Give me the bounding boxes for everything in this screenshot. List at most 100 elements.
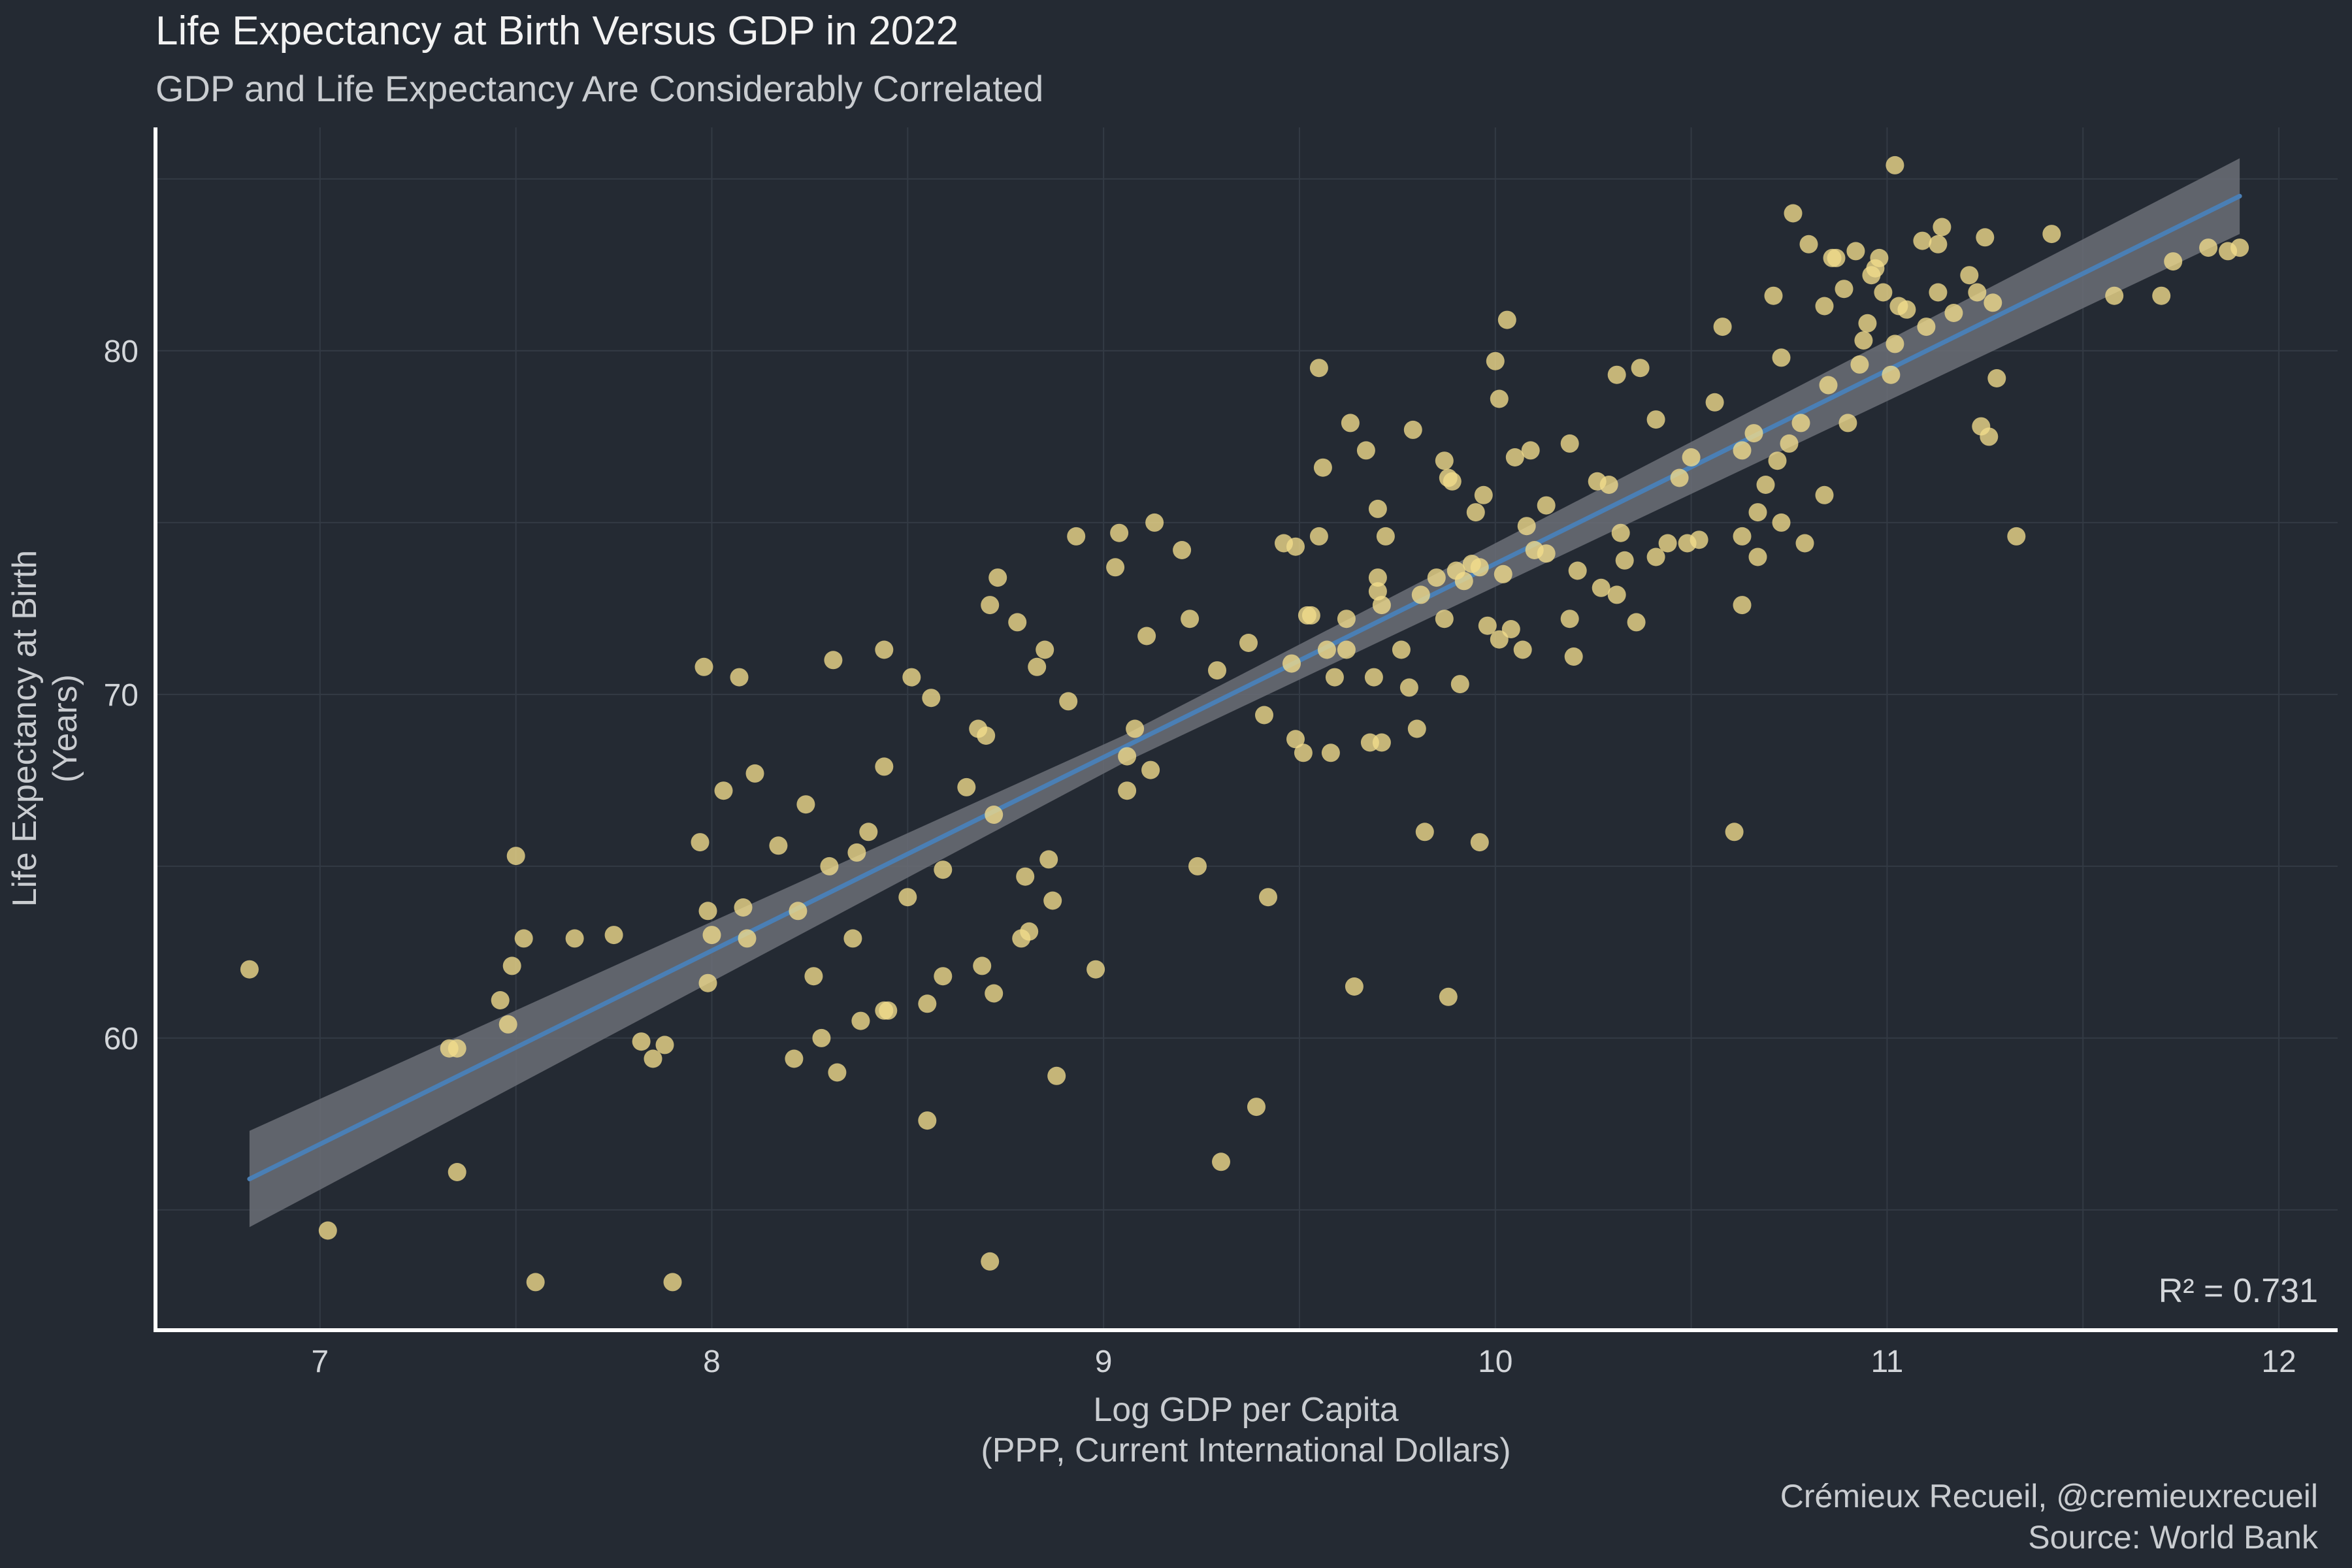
data-point	[1682, 448, 1701, 466]
data-point	[1239, 634, 1258, 652]
data-point	[985, 806, 1004, 824]
y-tick-label: 80	[104, 335, 139, 369]
data-point	[691, 833, 710, 852]
data-point	[506, 847, 525, 866]
data-point	[1286, 730, 1305, 749]
data-point	[644, 1049, 662, 1068]
data-point	[1478, 616, 1497, 635]
data-point	[789, 902, 808, 921]
y-axis-title-line2: (Years)	[46, 674, 84, 783]
data-point	[879, 1001, 898, 1020]
data-point	[828, 1063, 847, 1082]
data-point	[514, 929, 533, 948]
data-point	[1886, 155, 1904, 174]
data-point	[875, 640, 894, 659]
data-point	[1173, 541, 1192, 559]
data-point	[694, 657, 713, 676]
data-point	[1490, 630, 1509, 649]
data-point	[1772, 513, 1791, 532]
data-point	[1560, 434, 1579, 453]
data-point	[1733, 596, 1752, 615]
data-point	[1929, 283, 1948, 302]
data-points	[240, 155, 2249, 1292]
data-point	[918, 994, 937, 1013]
caption-author: Crémieux Recueil, @cremieuxrecueil	[1780, 1478, 2318, 1514]
chart-title: Life Expectancy at Birth Versus GDP in 2…	[155, 8, 958, 54]
data-point	[1870, 248, 1889, 267]
data-point	[1733, 441, 1752, 460]
data-point	[1517, 517, 1536, 536]
data-point	[1984, 293, 2002, 312]
caption-source: Source: World Bank	[2028, 1519, 2319, 1556]
data-point	[796, 795, 815, 814]
data-point	[1016, 867, 1035, 886]
data-point	[1435, 451, 1454, 470]
chart-subtitle: GDP and Life Expectancy Are Considerably…	[155, 68, 1043, 109]
data-point	[1599, 476, 1618, 494]
data-point	[1309, 359, 1328, 378]
data-point	[1247, 1098, 1266, 1117]
data-point	[1286, 537, 1305, 556]
data-point	[1976, 228, 1995, 247]
data-point	[1427, 568, 1446, 587]
data-point	[1501, 620, 1520, 638]
data-point	[1086, 960, 1105, 979]
data-point	[769, 836, 788, 855]
data-point	[918, 1111, 937, 1130]
data-point	[698, 973, 717, 992]
data-point	[1795, 534, 1814, 553]
data-point	[1838, 414, 1857, 433]
y-tick-labels: 60 70 80	[104, 335, 139, 1056]
data-point	[1799, 235, 1818, 253]
data-point	[1020, 922, 1039, 941]
data-point	[1646, 410, 1665, 429]
data-point	[1564, 647, 1583, 666]
data-point	[1106, 558, 1125, 577]
x-axis-title-line2: (PPP, Current International Dollars)	[981, 1431, 1511, 1469]
data-point	[1960, 266, 1979, 285]
data-point	[745, 764, 764, 783]
data-point	[1118, 747, 1137, 766]
data-point	[1897, 300, 1916, 319]
data-point	[632, 1032, 651, 1051]
data-point	[2152, 286, 2171, 305]
gridlines	[155, 127, 2338, 1330]
data-point	[1611, 523, 1630, 542]
data-point	[1435, 610, 1454, 629]
data-point	[824, 651, 843, 670]
data-point	[1615, 551, 1634, 570]
data-point	[318, 1221, 337, 1240]
data-point	[1368, 568, 1387, 587]
data-point	[1470, 833, 1489, 852]
data-point	[1713, 318, 1732, 336]
data-point	[1137, 627, 1156, 645]
data-point	[1568, 561, 1587, 580]
data-point	[2164, 252, 2183, 271]
data-point	[526, 1273, 545, 1292]
data-point	[1537, 544, 1556, 563]
data-point	[1607, 365, 1626, 384]
data-point	[1917, 318, 1936, 336]
x-tick-label: 12	[2261, 1345, 2296, 1379]
data-point	[988, 568, 1007, 587]
data-point	[1980, 427, 1999, 446]
data-point	[1846, 242, 1865, 261]
data-point	[1705, 393, 1724, 412]
data-point	[922, 689, 941, 708]
x-tick-label: 10	[1478, 1345, 1512, 1379]
data-point	[1646, 547, 1665, 566]
data-point	[565, 929, 584, 948]
data-point	[1047, 1066, 1066, 1085]
data-point	[1317, 640, 1336, 659]
r-squared-annotation: R² = 0.731	[2159, 1272, 2318, 1310]
data-point	[240, 960, 259, 979]
data-point	[1036, 640, 1054, 659]
data-point	[804, 967, 823, 986]
x-tick-label: 7	[311, 1345, 329, 1379]
data-point	[1494, 564, 1512, 583]
data-point	[734, 898, 753, 917]
data-point	[934, 860, 953, 879]
data-point	[1933, 218, 1952, 237]
